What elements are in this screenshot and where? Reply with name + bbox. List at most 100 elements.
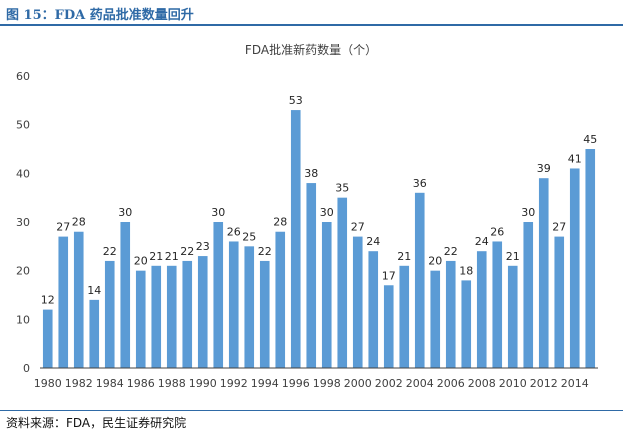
bar-2002 xyxy=(383,285,394,368)
data-label-2001: 24 xyxy=(366,235,380,248)
data-label-1998: 30 xyxy=(320,206,334,219)
x-tick-label: 2004 xyxy=(406,377,434,390)
bar-1984 xyxy=(104,260,115,368)
data-label-2000: 27 xyxy=(351,221,365,234)
bar-1980 xyxy=(42,309,53,368)
data-label-2014: 41 xyxy=(568,152,582,165)
data-label-2005: 20 xyxy=(428,255,442,268)
data-label-1988: 21 xyxy=(165,250,179,263)
y-tick-label: 60 xyxy=(16,70,30,83)
source-note: 资料来源：FDA，民生证券研究院 xyxy=(6,416,187,430)
data-label-2012: 39 xyxy=(537,162,551,175)
chart-title: FDA批准新药数量（个） xyxy=(245,42,377,57)
data-label-2015: 45 xyxy=(583,133,597,146)
bar-2004 xyxy=(414,192,425,368)
data-label-2011: 30 xyxy=(521,206,535,219)
bar-1988 xyxy=(166,265,177,368)
data-label-1992: 26 xyxy=(227,225,241,238)
bar-1989 xyxy=(182,260,193,368)
bar-1985 xyxy=(120,222,131,368)
bar-2008 xyxy=(476,251,487,368)
bar-1995 xyxy=(275,231,286,368)
bar-1993 xyxy=(244,246,255,368)
x-tick-label: 1986 xyxy=(127,377,155,390)
bar-1982 xyxy=(73,231,84,368)
y-tick-label: 0 xyxy=(23,362,30,375)
y-tick-label: 20 xyxy=(16,265,30,278)
data-label-1984: 22 xyxy=(103,245,117,258)
x-tick-label: 1990 xyxy=(189,377,217,390)
data-label-1996: 53 xyxy=(289,94,303,107)
bar-1987 xyxy=(151,265,162,368)
y-tick-label: 40 xyxy=(16,167,30,180)
x-tick-label: 1988 xyxy=(158,377,186,390)
data-label-1999: 35 xyxy=(335,182,349,195)
bar-2012 xyxy=(538,178,549,368)
bar-2007 xyxy=(461,280,472,368)
data-label-1990: 23 xyxy=(196,240,210,253)
bar-2011 xyxy=(523,222,534,368)
data-label-1994: 22 xyxy=(258,245,272,258)
data-label-2010: 21 xyxy=(506,250,520,263)
y-tick-label: 10 xyxy=(16,313,30,326)
data-label-1987: 21 xyxy=(149,250,163,263)
data-label-2009: 26 xyxy=(490,225,504,238)
bar-1983 xyxy=(89,299,100,368)
bar-1992 xyxy=(228,241,239,368)
bar-1981 xyxy=(58,236,69,368)
data-label-2002: 17 xyxy=(382,269,396,282)
bar-2015 xyxy=(585,149,596,368)
x-tick-label: 1996 xyxy=(282,377,310,390)
footer-divider xyxy=(0,410,623,411)
y-tick-label: 30 xyxy=(16,216,30,229)
x-tick-label: 2006 xyxy=(437,377,465,390)
bar-1999 xyxy=(337,197,348,368)
bar-1996 xyxy=(290,110,301,369)
data-label-2004: 36 xyxy=(413,177,427,190)
bar-2005 xyxy=(430,270,441,368)
bar-2000 xyxy=(352,236,363,368)
data-label-1991: 30 xyxy=(211,206,225,219)
x-tick-label: 2014 xyxy=(561,377,589,390)
x-tick-label: 2000 xyxy=(344,377,372,390)
bar-1990 xyxy=(197,256,208,368)
x-tick-label: 2002 xyxy=(375,377,403,390)
data-label-2003: 21 xyxy=(397,250,411,263)
x-tick-label: 1982 xyxy=(65,377,93,390)
bar-1997 xyxy=(306,183,317,368)
bar-2006 xyxy=(445,260,456,368)
data-label-2013: 27 xyxy=(552,221,566,234)
data-label-1981: 27 xyxy=(56,221,70,234)
data-label-2008: 24 xyxy=(475,235,489,248)
bar-1998 xyxy=(321,222,332,368)
data-label-1980: 12 xyxy=(41,294,55,307)
x-tick-label: 1984 xyxy=(96,377,124,390)
figure-header: 图 15：FDA 药品批准数量回升 xyxy=(0,0,623,26)
data-label-1983: 14 xyxy=(87,284,101,297)
x-tick-label: 2012 xyxy=(530,377,558,390)
data-label-1986: 20 xyxy=(134,255,148,268)
bar-2010 xyxy=(507,265,518,368)
data-label-1985: 30 xyxy=(118,206,132,219)
bar-2013 xyxy=(554,236,565,368)
bar-2014 xyxy=(569,168,580,368)
bar-2009 xyxy=(492,241,503,368)
x-tick-label: 1994 xyxy=(251,377,279,390)
bar-2001 xyxy=(368,251,379,368)
bar-1986 xyxy=(135,270,146,368)
x-tick-label: 1992 xyxy=(220,377,248,390)
y-tick-label: 50 xyxy=(16,119,30,132)
data-label-2007: 18 xyxy=(459,264,473,277)
bar-1991 xyxy=(213,222,224,368)
x-tick-label: 2010 xyxy=(499,377,527,390)
x-tick-label: 1980 xyxy=(34,377,62,390)
x-tick-label: 2008 xyxy=(468,377,496,390)
bar-1994 xyxy=(259,260,270,368)
data-label-1995: 28 xyxy=(273,216,287,229)
header-divider xyxy=(0,24,623,26)
bar-2003 xyxy=(399,265,410,368)
data-label-2006: 22 xyxy=(444,245,458,258)
figure-title: 图 15：FDA 药品批准数量回升 xyxy=(6,8,194,23)
data-label-1993: 25 xyxy=(242,230,256,243)
